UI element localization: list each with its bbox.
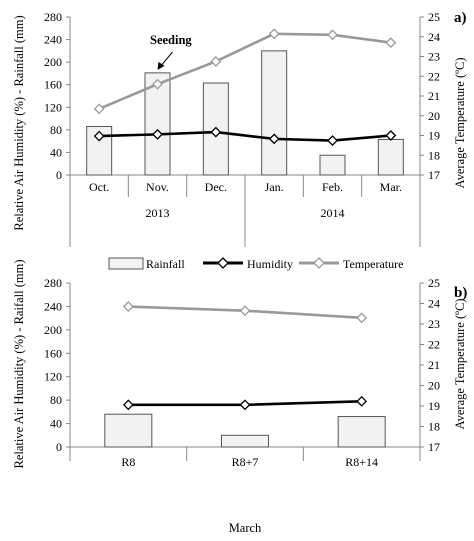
temperature-point-a <box>327 29 338 41</box>
y-tick-label-left-b: 280 <box>44 276 62 290</box>
year-group-label: 2014 <box>321 206 345 220</box>
seeding-annotation: Seeding <box>150 33 192 47</box>
legend-rainfall-label: Rainfall <box>146 257 185 271</box>
humidity-point-b <box>356 395 368 407</box>
y-tick-label-right-b: 21 <box>428 358 440 372</box>
y-axis-label-right-a: Average Temperature (ºC) <box>453 58 467 189</box>
y-tick-label-left-b: 80 <box>50 393 62 407</box>
y-tick-label-right-a: 18 <box>428 148 440 162</box>
x-tick-label-a: Nov. <box>146 180 169 194</box>
y-tick-label-right-b: 20 <box>428 379 440 393</box>
x-tick-label-b: R8+14 <box>345 455 378 469</box>
y-tick-label-right-a: 17 <box>428 168 440 182</box>
humidity-point-b <box>239 399 251 411</box>
x-tick-label-a: Dec. <box>205 180 227 194</box>
y-tick-label-right-b: 24 <box>428 297 440 311</box>
x-tick-label-a: Oct. <box>89 180 109 194</box>
rainfall-bar-b <box>104 413 153 448</box>
y-axis-label-right-b: Average Temperature (ºC) <box>453 299 467 430</box>
legend-humidity-marker <box>217 257 229 269</box>
rainfall-bar-a <box>261 50 288 176</box>
rainfall-bar-b <box>337 416 386 448</box>
humidity-point-b <box>122 399 134 411</box>
panel-label-a: a) <box>454 10 467 26</box>
y-tick-label-right-a: 22 <box>428 69 440 83</box>
y-tick-label-right-a: 19 <box>428 129 440 143</box>
panel-label-b: b) <box>454 285 467 301</box>
y-axis-label-left-b: Relative Air Humidity (%) - Raifall (mm) <box>12 260 26 469</box>
y-tick-label-right-b: 17 <box>428 440 440 454</box>
humidity-point-a <box>327 135 338 146</box>
x-tick-label-a: Mar. <box>380 180 402 194</box>
y-tick-label-left-b: 200 <box>44 323 62 337</box>
y-tick-label-right-a: 20 <box>428 109 440 123</box>
temperature-point-a <box>268 28 280 40</box>
y-tick-label-left-a: 80 <box>50 123 62 137</box>
rainfall-bar-a <box>144 72 171 176</box>
y-tick-label-left-b: 120 <box>44 370 62 384</box>
y-tick-label-left-a: 120 <box>44 100 62 114</box>
y-tick-label-left-a: 160 <box>44 78 62 92</box>
y-tick-label-left-b: 0 <box>56 440 62 454</box>
y-axis-label-left-a: Relative Air Humidity (%) - Rainfall (mm… <box>12 15 26 230</box>
humidity-point-a <box>385 130 397 141</box>
legend-rainfall-swatch <box>108 257 144 270</box>
rainfall-bar-a <box>319 154 346 176</box>
y-tick-label-left-a: 280 <box>44 10 62 24</box>
y-tick-label-left-b: 160 <box>44 346 62 360</box>
y-tick-label-left-a: 0 <box>56 168 62 182</box>
y-tick-label-right-a: 25 <box>428 10 440 24</box>
temperature-point-a <box>385 37 397 49</box>
humidity-point-a <box>93 130 105 142</box>
x-tick-label-a: Jan. <box>265 180 284 194</box>
temperature-point-b <box>356 312 368 324</box>
humidity-point-a <box>210 126 222 138</box>
y-tick-label-left-b: 240 <box>44 299 62 313</box>
y-tick-label-right-b: 25 <box>428 276 440 290</box>
legend: Rainfall Humidity Temperature <box>108 257 403 271</box>
temperature-point-a <box>210 56 222 67</box>
temperature-point-a <box>93 103 105 115</box>
temperature-point-b <box>122 301 134 312</box>
legend-temperature-marker <box>313 257 325 269</box>
humidity-point-a <box>152 128 163 140</box>
temperature-line-a <box>98 32 392 111</box>
legend-temperature-label: Temperature <box>343 257 403 271</box>
x-axis-label-b: March <box>229 521 262 535</box>
y-tick-label-right-b: 18 <box>428 420 440 434</box>
year-group-label: 2013 <box>146 206 170 220</box>
humidity-line-a <box>99 130 391 142</box>
rainfall-bar-a <box>377 138 404 176</box>
y-tick-label-left-a: 40 <box>50 145 62 159</box>
y-tick-label-right-b: 19 <box>428 399 440 413</box>
y-tick-label-right-a: 24 <box>428 30 440 44</box>
legend-humidity-label: Humidity <box>247 257 293 271</box>
seeding-arrow-head <box>157 61 165 70</box>
temperature-point-b <box>239 305 251 317</box>
y-tick-label-right-b: 22 <box>428 338 440 352</box>
temperature-point-a <box>152 78 163 90</box>
y-tick-label-right-a: 23 <box>428 50 440 64</box>
y-tick-label-left-a: 200 <box>44 55 62 69</box>
rainfall-bar-b <box>221 434 269 448</box>
humidity-point-a <box>268 133 280 145</box>
y-tick-label-left-a: 240 <box>44 33 62 47</box>
y-tick-label-left-b: 40 <box>50 417 62 431</box>
y-tick-label-right-b: 23 <box>428 317 440 331</box>
x-tick-label-a: Feb. <box>322 180 343 194</box>
y-tick-label-right-a: 21 <box>428 89 440 103</box>
x-tick-label-b: R8+7 <box>232 455 259 469</box>
x-tick-label-b: R8 <box>121 455 135 469</box>
